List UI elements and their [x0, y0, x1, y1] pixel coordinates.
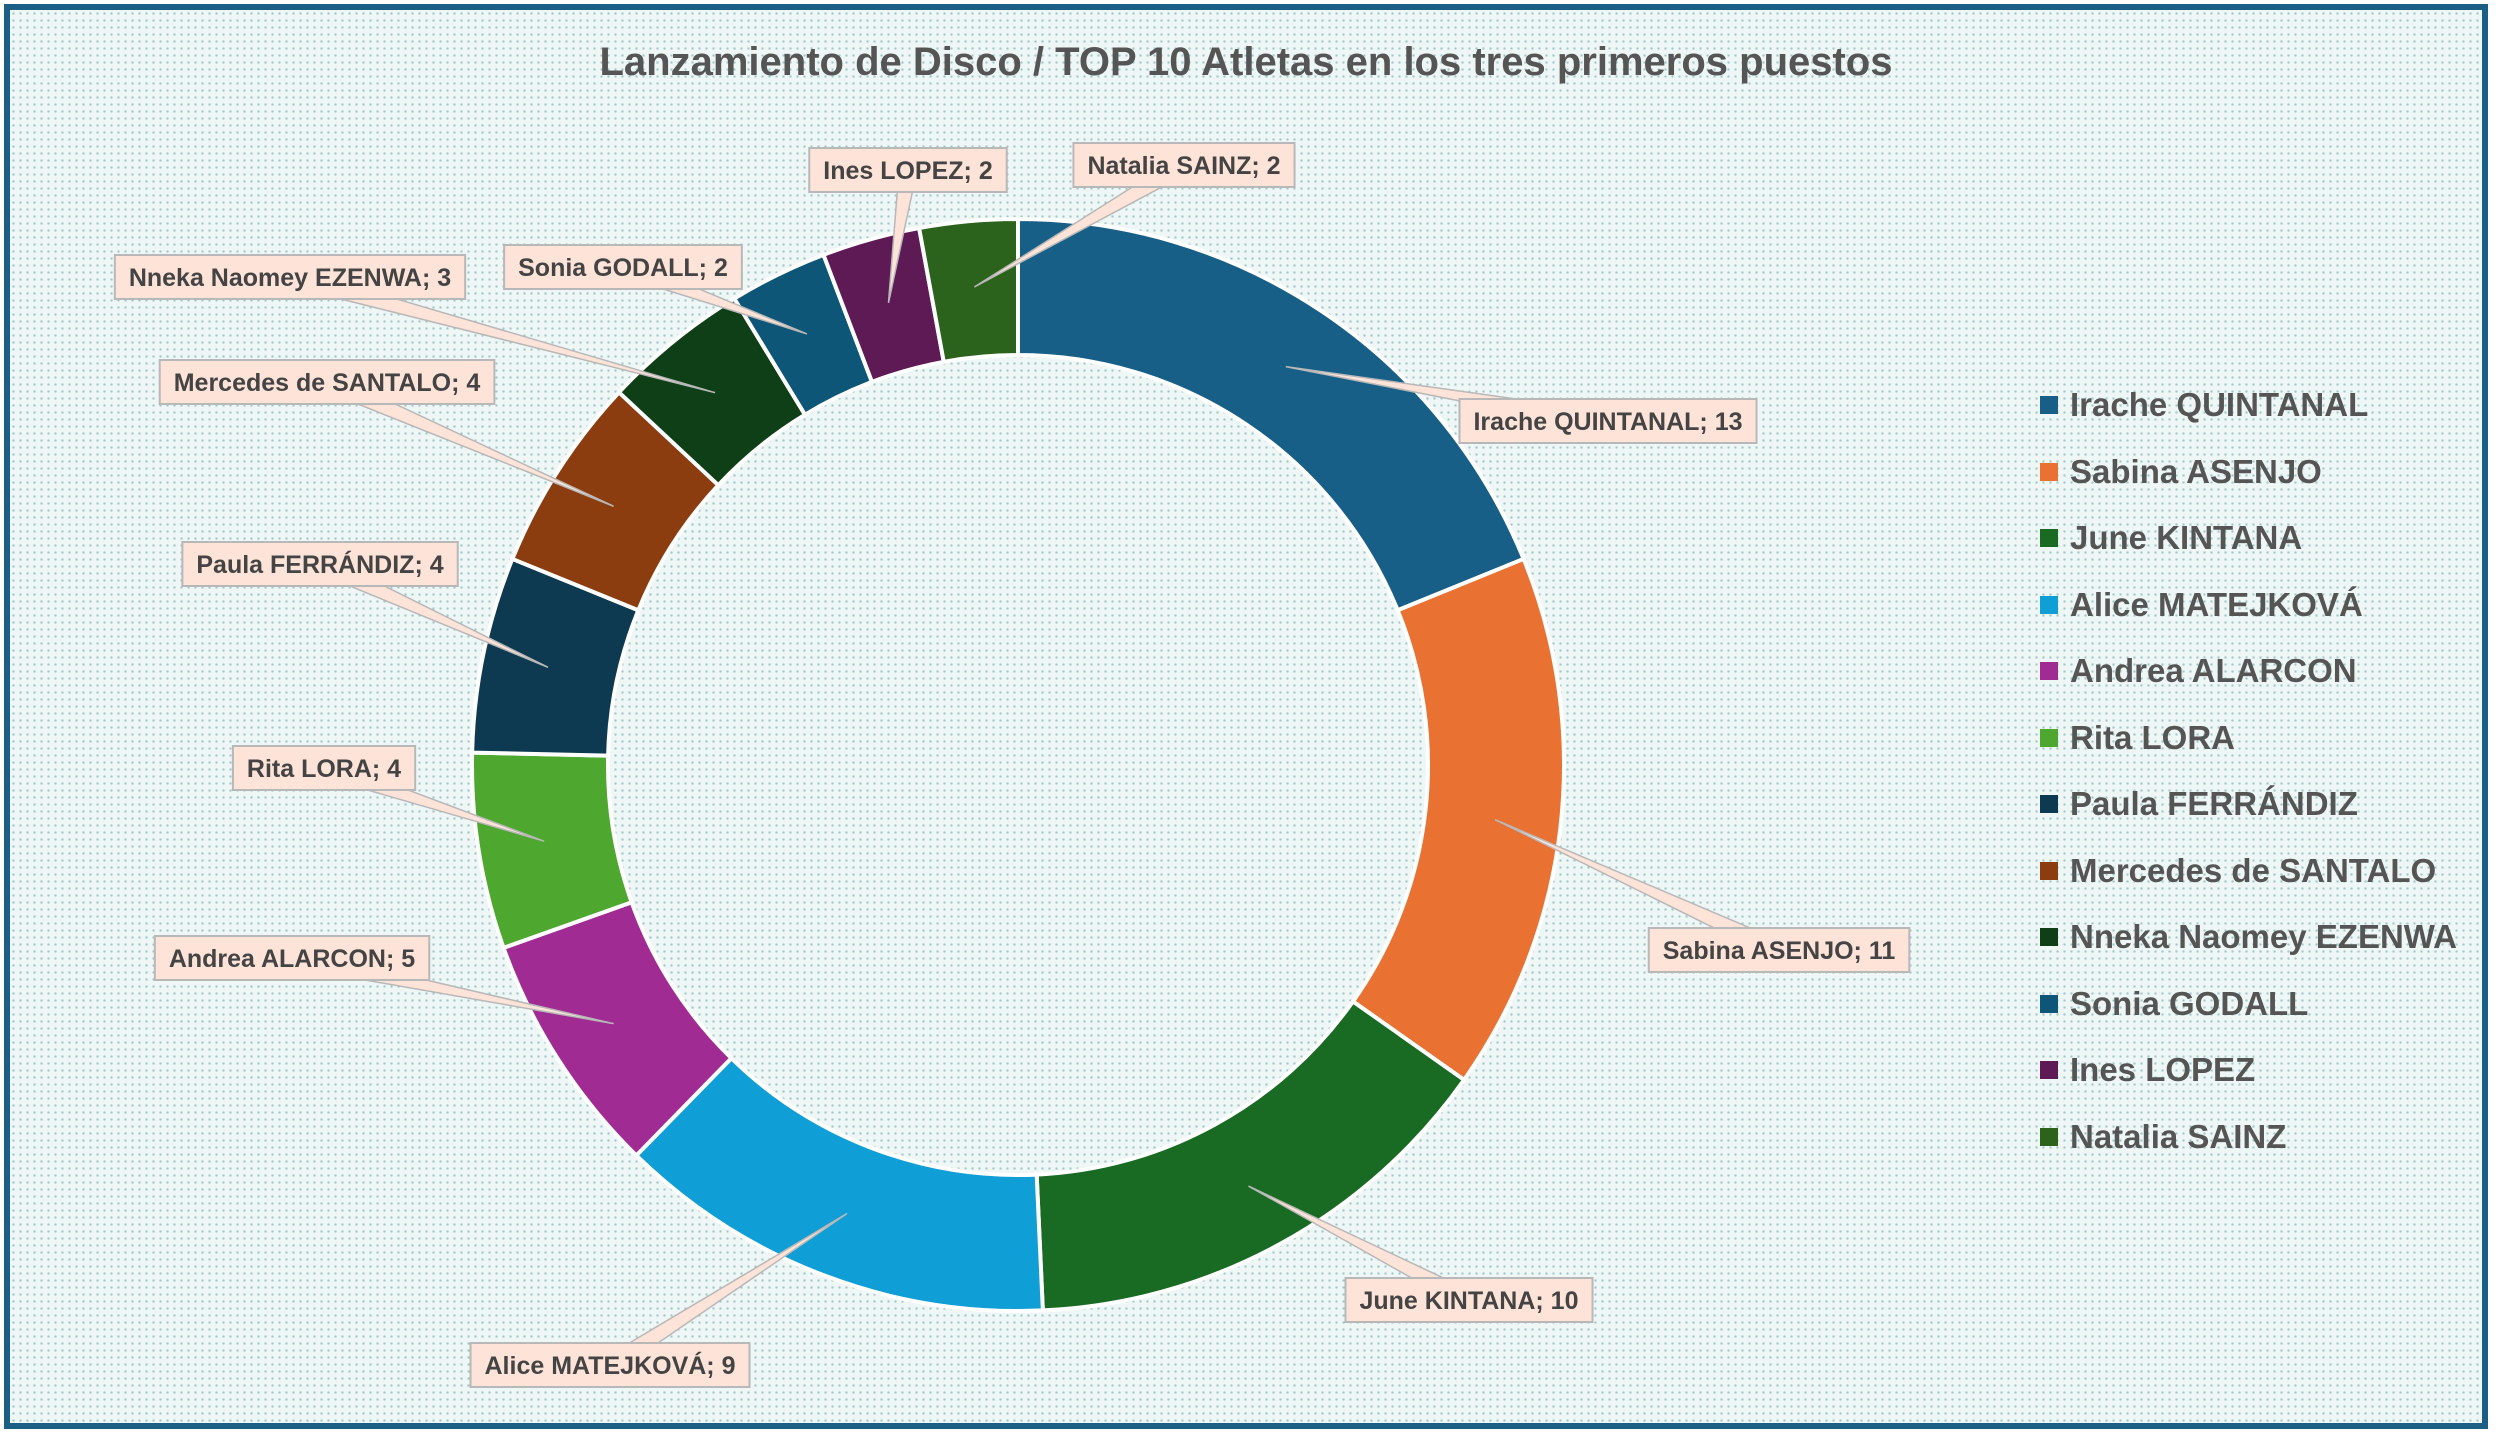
chart-frame: Lanzamiento de Disco / TOP 10 Atletas en…	[4, 4, 2488, 1429]
legend-swatch	[2040, 861, 2058, 880]
slices	[470, 216, 1566, 1313]
data-label: Mercedes de SANTALO; 4	[158, 359, 496, 405]
legend-label: Sabina ASENJO	[2070, 452, 2322, 490]
data-label: Rita LORA; 4	[231, 745, 417, 791]
data-label: Natalia SAINZ; 2	[1072, 142, 1296, 188]
slice-alice-matejkov-	[633, 1055, 1045, 1313]
data-label-text: Natalia SAINZ; 2	[1087, 152, 1280, 180]
data-label: Sabina ASENJO; 11	[1647, 927, 1911, 973]
data-label: Paula FERRÁNDIZ; 4	[181, 541, 459, 587]
chart-title: Lanzamiento de Disco / TOP 10 Atletas en…	[599, 40, 1893, 84]
data-label-text: Paula FERRÁNDIZ; 4	[196, 550, 443, 579]
legend-label: Nneka Naomey EZENWA	[2070, 918, 2457, 956]
data-label-text: Rita LORA; 4	[247, 755, 401, 783]
legend-swatch	[2040, 1061, 2058, 1080]
legend-label: Ines LOPEZ	[2070, 1051, 2256, 1089]
legend-swatch	[2040, 928, 2058, 947]
legend-swatch	[2040, 529, 2058, 548]
data-label: Ines LOPEZ; 2	[808, 147, 1008, 193]
legend-swatch	[2040, 795, 2058, 814]
legend-item: Natalia SAINZ	[2040, 1104, 2457, 1171]
legend-label: Irache QUINTANAL	[2070, 386, 2369, 424]
data-label: Irache QUINTANAL; 13	[1458, 398, 1758, 444]
data-label-text: Mercedes de SANTALO; 4	[174, 369, 481, 397]
legend-swatch	[2040, 462, 2058, 481]
data-label-text: Nneka Naomey EZENWA; 3	[129, 264, 451, 292]
legend-swatch	[2040, 728, 2058, 747]
legend-swatch	[2040, 994, 2058, 1013]
data-label-text: June KINTANA; 10	[1359, 1287, 1578, 1315]
data-label: Alice MATEJKOVÁ; 9	[469, 1342, 751, 1388]
legend-label: Rita LORA	[2070, 718, 2235, 756]
legend-item: Nneka Naomey EZENWA	[2040, 904, 2457, 971]
data-label-text: Ines LOPEZ; 2	[823, 157, 992, 185]
legend-swatch	[2040, 662, 2058, 681]
legend-swatch	[2040, 595, 2058, 614]
legend-label: Andrea ALARCON	[2070, 652, 2357, 690]
legend-swatch	[2040, 1127, 2058, 1146]
data-label: Andrea ALARCON; 5	[153, 935, 431, 981]
legend-item: Rita LORA	[2040, 705, 2457, 772]
legend-swatch	[2040, 396, 2058, 415]
legend-label: Natalia SAINZ	[2070, 1117, 2287, 1155]
data-label: Sonia GODALL; 2	[503, 244, 743, 290]
legend-item: Irache QUINTANAL	[2040, 372, 2457, 439]
data-label: Nneka Naomey EZENWA; 3	[113, 254, 467, 300]
slice-irache-quintanal	[1016, 216, 1527, 613]
legend-item: Alice MATEJKOVÁ	[2040, 572, 2457, 639]
legend-item: Sabina ASENJO	[2040, 439, 2457, 506]
chart-legend: Irache QUINTANAL Sabina ASENJO June KINTAN…	[2040, 372, 2457, 1170]
legend-item: Sonia GODALL	[2040, 971, 2457, 1038]
legend-label: June KINTANA	[2070, 519, 2303, 557]
legend-label: Alice MATEJKOVÁ	[2070, 585, 2363, 623]
data-label-text: Sonia GODALL; 2	[518, 254, 728, 282]
legend-label: Paula FERRÁNDIZ	[2070, 785, 2358, 823]
legend-label: Sonia GODALL	[2070, 984, 2309, 1022]
data-label: June KINTANA; 10	[1344, 1277, 1594, 1323]
data-label-text: Irache QUINTANAL; 13	[1473, 408, 1742, 436]
slice-natalia-sainz	[916, 216, 1020, 365]
data-label-text: Alice MATEJKOVÁ; 9	[485, 1351, 736, 1380]
legend-item: Ines LOPEZ	[2040, 1037, 2457, 1104]
legend-label: Mercedes de SANTALO	[2070, 851, 2437, 889]
legend-item: June KINTANA	[2040, 505, 2457, 572]
data-label-text: Andrea ALARCON; 5	[169, 945, 415, 973]
legend-item: Andrea ALARCON	[2040, 638, 2457, 705]
legend-item: Mercedes de SANTALO	[2040, 838, 2457, 905]
legend-item: Paula FERRÁNDIZ	[2040, 771, 2457, 838]
data-label-text: Sabina ASENJO; 11	[1663, 937, 1896, 965]
slice-sabina-asenjo	[1350, 556, 1566, 1083]
